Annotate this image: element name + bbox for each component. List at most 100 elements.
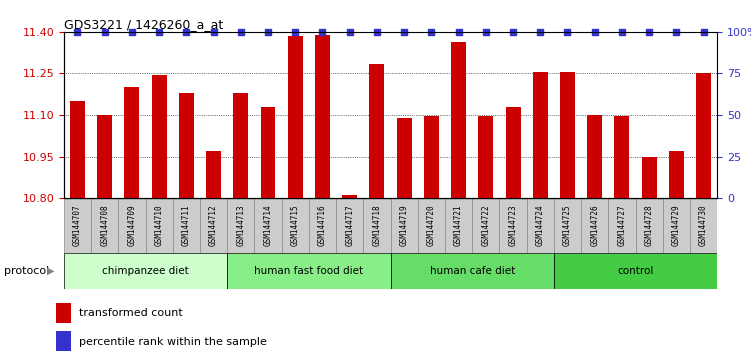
Text: GSM144730: GSM144730: [699, 205, 708, 246]
Bar: [342, 195, 357, 198]
Bar: [445, 198, 472, 253]
Bar: [255, 198, 282, 253]
Bar: [635, 198, 662, 253]
Bar: [336, 198, 363, 253]
Bar: [397, 118, 412, 198]
Bar: [505, 107, 520, 198]
Bar: [152, 75, 167, 198]
Bar: [282, 198, 309, 253]
Bar: [669, 151, 684, 198]
Point: [371, 29, 383, 35]
Bar: [608, 198, 635, 253]
Bar: [363, 198, 391, 253]
Bar: [56, 331, 71, 351]
Point: [507, 29, 519, 35]
Bar: [97, 115, 112, 198]
Bar: [641, 157, 656, 198]
Bar: [696, 74, 711, 198]
Text: GSM144725: GSM144725: [563, 205, 572, 246]
Point: [207, 29, 219, 35]
Point: [425, 29, 437, 35]
Bar: [369, 64, 385, 198]
Text: human cafe diet: human cafe diet: [430, 266, 515, 276]
Text: GSM144708: GSM144708: [100, 205, 109, 246]
Bar: [587, 115, 602, 198]
Bar: [173, 198, 200, 253]
Point: [71, 29, 83, 35]
Bar: [451, 41, 466, 198]
Bar: [261, 107, 276, 198]
Text: GSM144722: GSM144722: [481, 205, 490, 246]
Text: GSM144717: GSM144717: [345, 205, 354, 246]
Bar: [424, 116, 439, 198]
Bar: [554, 253, 717, 289]
Bar: [581, 198, 608, 253]
Bar: [288, 36, 303, 198]
Point: [344, 29, 356, 35]
Text: GSM144709: GSM144709: [128, 205, 137, 246]
Text: GSM144727: GSM144727: [617, 205, 626, 246]
Bar: [146, 198, 173, 253]
Text: GSM144715: GSM144715: [291, 205, 300, 246]
Point: [671, 29, 683, 35]
Point: [534, 29, 546, 35]
Point: [643, 29, 655, 35]
Bar: [499, 198, 526, 253]
Bar: [526, 198, 554, 253]
Bar: [200, 198, 227, 253]
Text: chimpanzee diet: chimpanzee diet: [102, 266, 189, 276]
Bar: [56, 303, 71, 323]
Text: GSM144718: GSM144718: [372, 205, 382, 246]
Text: GSM144724: GSM144724: [535, 205, 544, 246]
Bar: [206, 151, 221, 198]
Point: [398, 29, 410, 35]
Text: human fast food diet: human fast food diet: [255, 266, 363, 276]
Text: GSM144721: GSM144721: [454, 205, 463, 246]
Bar: [560, 72, 575, 198]
Bar: [309, 198, 336, 253]
Bar: [64, 198, 91, 253]
Point: [562, 29, 574, 35]
Point: [180, 29, 192, 35]
Point: [316, 29, 328, 35]
Point: [480, 29, 492, 35]
Bar: [391, 253, 554, 289]
Bar: [315, 35, 330, 198]
Text: GSM144714: GSM144714: [264, 205, 273, 246]
Point: [289, 29, 301, 35]
Bar: [64, 253, 227, 289]
Text: control: control: [617, 266, 653, 276]
Text: GSM144711: GSM144711: [182, 205, 191, 246]
Text: GSM144719: GSM144719: [400, 205, 409, 246]
Text: ▶: ▶: [47, 266, 54, 276]
Text: GSM144723: GSM144723: [508, 205, 517, 246]
Text: GSM144710: GSM144710: [155, 205, 164, 246]
Point: [589, 29, 601, 35]
Bar: [614, 116, 629, 198]
Bar: [227, 253, 391, 289]
Bar: [690, 198, 717, 253]
Point: [126, 29, 138, 35]
Point: [153, 29, 165, 35]
Point: [235, 29, 247, 35]
Text: transformed count: transformed count: [79, 308, 182, 318]
Bar: [91, 198, 119, 253]
Bar: [119, 198, 146, 253]
Point: [453, 29, 465, 35]
Text: GSM144720: GSM144720: [427, 205, 436, 246]
Bar: [478, 116, 493, 198]
Bar: [554, 198, 581, 253]
Text: GSM144713: GSM144713: [237, 205, 246, 246]
Bar: [70, 101, 85, 198]
Bar: [662, 198, 690, 253]
Point: [98, 29, 110, 35]
Text: GSM144712: GSM144712: [209, 205, 218, 246]
Text: protocol: protocol: [4, 266, 49, 276]
Bar: [418, 198, 445, 253]
Bar: [179, 93, 194, 198]
Text: percentile rank within the sample: percentile rank within the sample: [79, 337, 267, 347]
Bar: [532, 72, 547, 198]
Text: GSM144716: GSM144716: [318, 205, 327, 246]
Bar: [234, 93, 249, 198]
Text: GSM144726: GSM144726: [590, 205, 599, 246]
